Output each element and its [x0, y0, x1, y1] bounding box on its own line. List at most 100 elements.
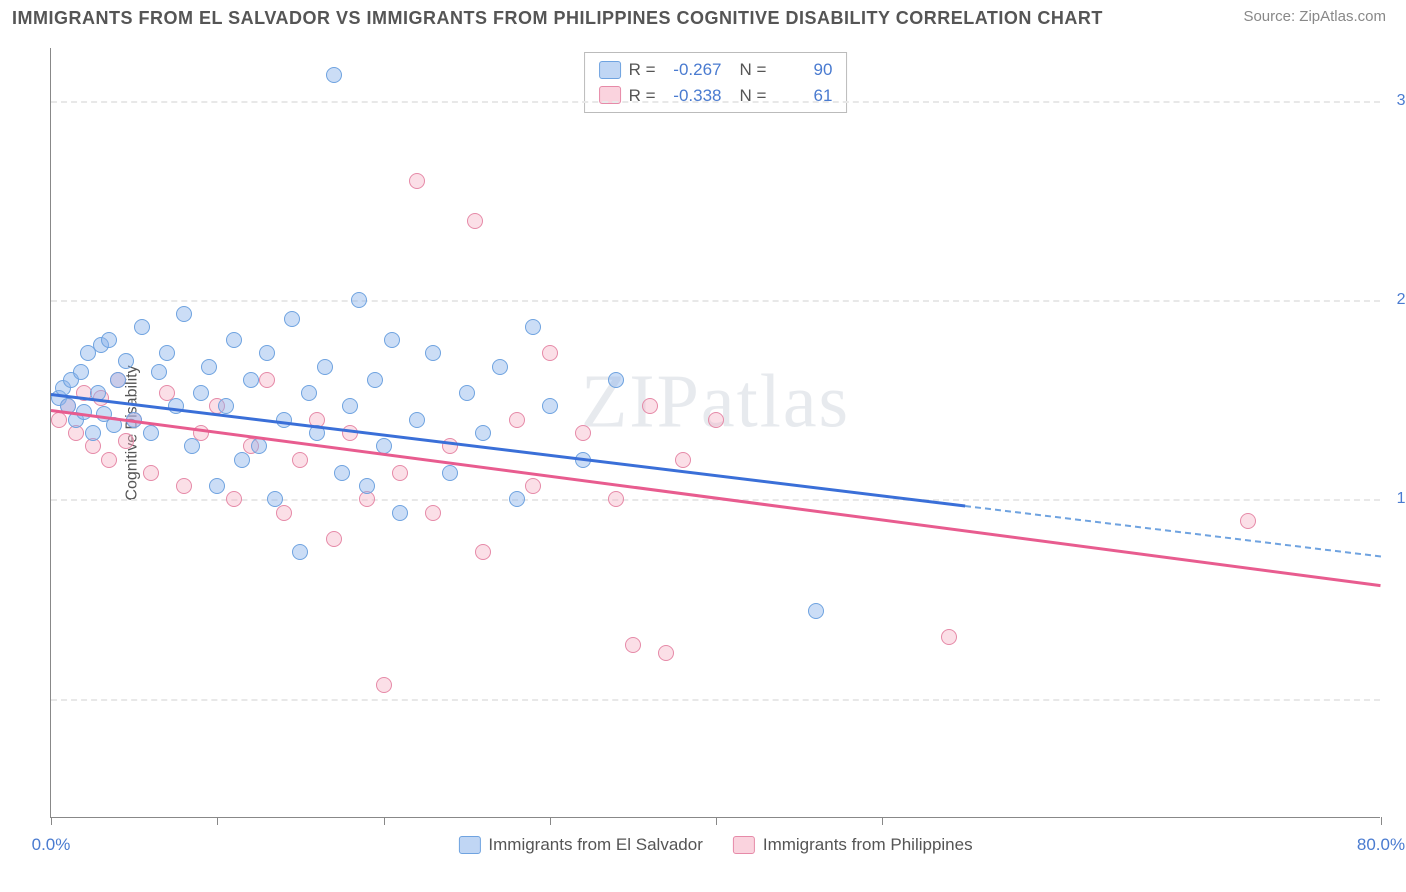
scatter-point [118, 353, 134, 369]
trend-line [965, 505, 1381, 557]
gridline-h [51, 300, 1380, 302]
swatch-b-icon [733, 836, 755, 854]
scatter-point [542, 398, 558, 414]
scatter-point [234, 452, 250, 468]
scatter-point [218, 398, 234, 414]
scatter-point [608, 372, 624, 388]
scatter-point [642, 398, 658, 414]
r-label: R = [629, 83, 656, 109]
source-label: Source: ZipAtlas.com [1243, 8, 1386, 25]
scatter-point [575, 425, 591, 441]
scatter-point [101, 452, 117, 468]
legend-stats-box: R = -0.267 N = 90 R = -0.338 N = 61 [584, 52, 848, 113]
scatter-point [334, 465, 350, 481]
scatter-point [209, 478, 225, 494]
scatter-point [193, 385, 209, 401]
x-tick [716, 817, 717, 825]
y-tick-label: 30.0% [1397, 92, 1406, 110]
scatter-point [101, 332, 117, 348]
x-tick-label-left: 0.0% [32, 835, 71, 855]
n-label: N = [740, 83, 767, 109]
scatter-point [317, 359, 333, 375]
x-tick-label-right: 80.0% [1357, 835, 1405, 855]
scatter-point [351, 292, 367, 308]
legend-series-box: Immigrants from El Salvador Immigrants f… [458, 835, 972, 855]
swatch-a-icon [458, 836, 480, 854]
watermark-text: ZIPatlas [581, 358, 850, 445]
n-label: N = [740, 57, 767, 83]
y-tick-label: 15.0% [1397, 490, 1406, 508]
scatter-point [509, 491, 525, 507]
scatter-point [143, 425, 159, 441]
scatter-point [425, 345, 441, 361]
scatter-point [176, 306, 192, 322]
scatter-point [226, 491, 242, 507]
scatter-point [475, 425, 491, 441]
scatter-point [151, 364, 167, 380]
scatter-point [326, 531, 342, 547]
scatter-point [73, 364, 89, 380]
scatter-point [459, 385, 475, 401]
scatter-point [941, 629, 957, 645]
legend-row-a: R = -0.267 N = 90 [599, 57, 833, 83]
scatter-point [184, 438, 200, 454]
gridline-h [51, 101, 1380, 103]
scatter-point [675, 452, 691, 468]
scatter-point [367, 372, 383, 388]
scatter-point [409, 412, 425, 428]
scatter-point [467, 213, 483, 229]
scatter-point [608, 491, 624, 507]
scatter-point [342, 425, 358, 441]
y-tick-label: 22.5% [1397, 291, 1406, 309]
r-label: R = [629, 57, 656, 83]
legend-item-b: Immigrants from Philippines [733, 835, 973, 855]
scatter-point [475, 544, 491, 560]
scatter-point [492, 359, 508, 375]
n-value-b: 61 [774, 83, 832, 109]
scatter-point [342, 398, 358, 414]
scatter-point [384, 332, 400, 348]
scatter-point [143, 465, 159, 481]
r-value-b: -0.338 [664, 83, 722, 109]
scatter-point [658, 645, 674, 661]
chart-plot-area: Cognitive Disability ZIPatlas R = -0.267… [50, 48, 1380, 818]
n-value-a: 90 [774, 57, 832, 83]
gridline-h [51, 499, 1380, 501]
series-a-name: Immigrants from El Salvador [488, 835, 702, 855]
scatter-point [159, 345, 175, 361]
scatter-point [259, 372, 275, 388]
scatter-point [259, 345, 275, 361]
r-value-a: -0.267 [664, 57, 722, 83]
scatter-point [326, 67, 342, 83]
x-tick [1381, 817, 1382, 825]
scatter-point [276, 505, 292, 521]
swatch-a-icon [599, 61, 621, 79]
scatter-point [243, 372, 259, 388]
x-tick [882, 817, 883, 825]
scatter-point [292, 544, 308, 560]
scatter-point [134, 319, 150, 335]
x-tick [217, 817, 218, 825]
scatter-point [392, 465, 408, 481]
scatter-point [625, 637, 641, 653]
scatter-point [176, 478, 192, 494]
chart-title: IMMIGRANTS FROM EL SALVADOR VS IMMIGRANT… [12, 8, 1103, 29]
scatter-point [284, 311, 300, 327]
scatter-point [110, 372, 126, 388]
scatter-point [85, 425, 101, 441]
series-b-name: Immigrants from Philippines [763, 835, 973, 855]
scatter-point [808, 603, 824, 619]
scatter-point [392, 505, 408, 521]
trend-line [51, 409, 1381, 587]
scatter-point [525, 319, 541, 335]
scatter-point [425, 505, 441, 521]
x-tick [384, 817, 385, 825]
scatter-point [409, 173, 425, 189]
scatter-point [359, 478, 375, 494]
scatter-point [542, 345, 558, 361]
scatter-point [118, 433, 134, 449]
scatter-point [525, 478, 541, 494]
gridline-h [51, 699, 1380, 701]
x-tick [51, 817, 52, 825]
scatter-point [509, 412, 525, 428]
